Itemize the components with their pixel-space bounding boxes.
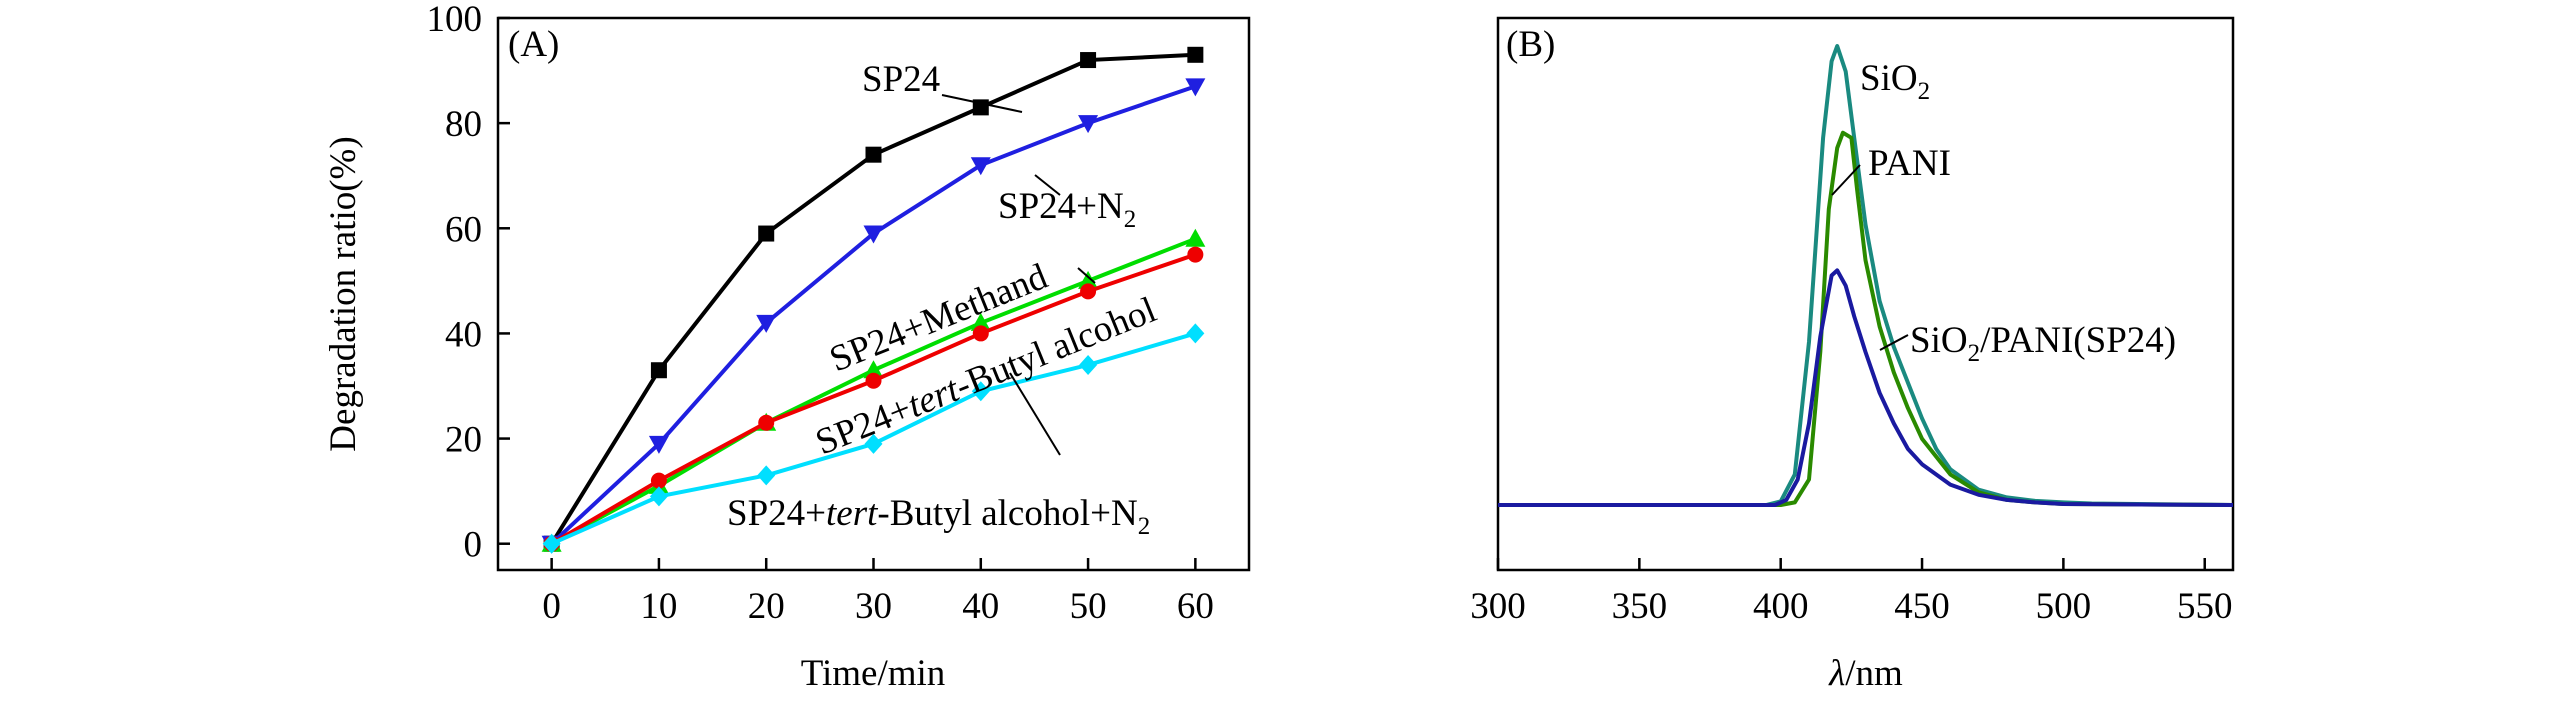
- panel-b-plot-frame: [1496, 16, 2235, 572]
- panel-a-label: (A): [508, 24, 559, 65]
- panel-a-y-axis-title: Degradation ratio(%): [323, 136, 364, 451]
- annotation-sp24-tba-n2: SP24+tert-Butyl alcohol+N2: [727, 493, 1150, 540]
- series-sp24: [543, 46, 1204, 552]
- panel-a-chart: 0 10 20 30 40 50 60 0 20 40 60 80 100 (A) SP24 SP24+…: [323, 0, 1251, 694]
- data-point-sp24-tert-butyl-alcohol-n: [542, 533, 561, 554]
- series-sp24-tert-butyl-alcohol-n: [542, 323, 1205, 554]
- data-point-sp24-tert-butyl-alcohol-n: [649, 486, 668, 507]
- panel-b-x-tick-label: 500: [2036, 586, 2092, 627]
- data-point-sp24-methand: [863, 360, 884, 379]
- panel-b-x-tick-label: 300: [1470, 586, 1526, 627]
- panel-a-y-tick-label: 40: [445, 314, 482, 355]
- data-point-sp24-n: [648, 435, 669, 454]
- data-point-sp24-n: [863, 225, 884, 244]
- panel-a-x-tick-label: 20: [748, 586, 785, 627]
- annotation-sio2: SiO2: [1860, 58, 1930, 105]
- data-point-sp24-tert-butyl-alcohol: [650, 472, 667, 489]
- data-point-sp24-tert-butyl-alcohol-n: [864, 433, 883, 454]
- annotation-pani: PANI: [1868, 143, 1951, 184]
- data-point-sp24: [758, 225, 775, 242]
- data-point-sp24: [865, 146, 882, 163]
- data-point-sp24-tert-butyl-alcohol-n: [757, 465, 776, 486]
- data-point-sp24-tert-butyl-alcohol: [1187, 246, 1204, 263]
- panel-a-x-tick-label: 40: [962, 586, 999, 627]
- annotation-sp24-n2: SP24+N2: [998, 186, 1136, 233]
- data-point-sp24-n: [756, 314, 777, 333]
- panel-a-x-tick-label: 50: [1070, 586, 1107, 627]
- data-point-sp24-n: [1185, 78, 1206, 97]
- panel-a-y-tick-label: 0: [464, 525, 483, 566]
- panel-a-y-tick-label: 100: [427, 0, 483, 40]
- data-point-sp24-n: [970, 157, 991, 176]
- data-point-sp24-tert-butyl-alcohol-n: [1079, 354, 1098, 375]
- series-sp24-n: [541, 78, 1206, 554]
- data-point-sp24-tert-butyl-alcohol: [1080, 283, 1097, 300]
- data-point-sp24: [1080, 52, 1097, 69]
- data-point-sp24-tert-butyl-alcohol: [758, 414, 775, 431]
- data-point-sp24-methand: [1185, 228, 1206, 247]
- series-line-sp24: [549, 52, 1196, 545]
- annotation-sio2-pani-sp24: SiO2/PANI(SP24): [1910, 320, 2176, 367]
- panel-b-label: (B): [1506, 24, 1555, 65]
- panel-a-x-tick-label: 60: [1177, 586, 1214, 627]
- panel-a-y-tick-label: 80: [445, 104, 482, 145]
- panel-b-x-axis-title: λ/nm: [1828, 653, 1903, 694]
- spectrum-line-sio: [1498, 44, 2234, 507]
- data-point-sp24-methand: [970, 312, 991, 331]
- data-point-sp24-tert-butyl-alcohol: [972, 325, 989, 342]
- panel-a-x-axis-title: Time/min: [801, 653, 946, 694]
- series-sp24-tert-butyl-alcohol: [543, 246, 1204, 552]
- panel-a-x-tick-label: 30: [855, 586, 892, 627]
- panel-a-x-tick-label: 0: [542, 586, 561, 627]
- data-point-sp24-tert-butyl-alcohol: [865, 372, 882, 389]
- panel-a-x-tick-label: 10: [640, 586, 677, 627]
- data-point-sp24-tert-butyl-alcohol-n: [1186, 323, 1205, 344]
- panel-b-x-tick-label: 550: [2177, 586, 2233, 627]
- data-point-sp24-n: [1078, 115, 1099, 134]
- panel-a-y-tick-label: 60: [445, 209, 482, 250]
- spectrum-line-sio-pani-sp24: [1498, 268, 2234, 507]
- panel-b-x-tick-label: 350: [1612, 586, 1668, 627]
- annotation-sp24: SP24: [862, 59, 940, 100]
- data-point-sp24: [650, 362, 667, 379]
- spectrum-line-pani: [1498, 130, 2234, 507]
- panel-b-x-tick-label: 450: [1894, 586, 1950, 627]
- panel-b-chart: 300 350 400 450 500 550 (B) SiO2 PANI SiO2/PA…: [1470, 16, 2235, 694]
- data-point-sp24-tert-butyl-alcohol-n: [971, 381, 990, 402]
- panel-b-x-tick-label: 400: [1753, 586, 1809, 627]
- panel-a-y-tick-label: 20: [445, 420, 482, 461]
- data-point-sp24: [1187, 46, 1204, 63]
- data-point-sp24-methand: [1078, 270, 1099, 289]
